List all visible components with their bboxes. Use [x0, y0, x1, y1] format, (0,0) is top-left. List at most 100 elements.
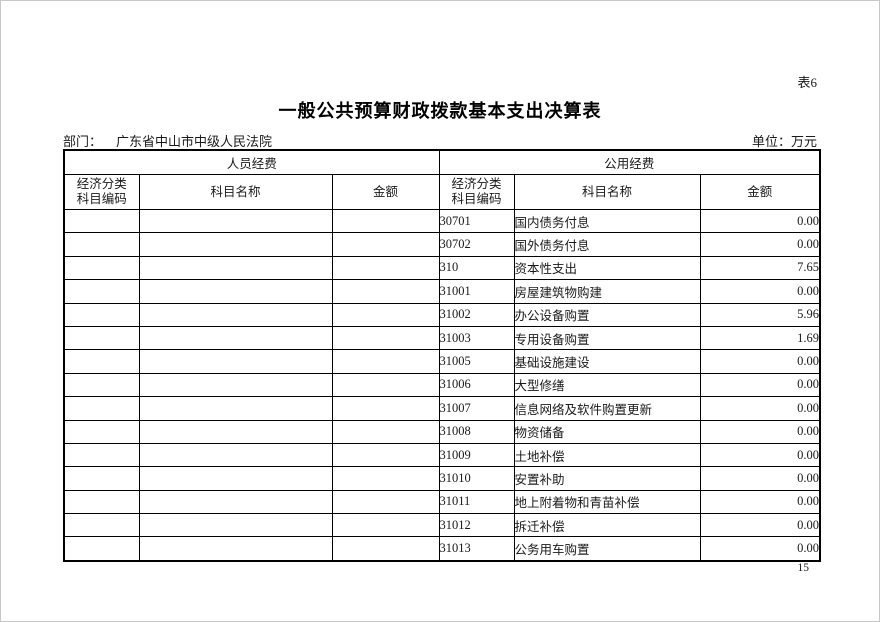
table-row: 31002 办公设备购置 5.96	[63, 302, 821, 327]
right-amount-cell: 0.00	[699, 396, 821, 421]
right-amount-cell: 0.00	[699, 279, 821, 304]
left-amount-cell	[331, 513, 440, 538]
column-header-row: 经济分类 科目编码 科目名称 金额 经济分类 科目编码 科目名称 金额	[63, 174, 821, 210]
right-code-cell: 31001	[438, 279, 515, 304]
right-amount-cell: 0.00	[699, 232, 821, 257]
col-header-right-amount: 金额	[699, 174, 821, 210]
left-name-cell	[138, 513, 333, 538]
left-name-cell	[138, 536, 333, 562]
col-header-right-code: 经济分类 科目编码	[438, 174, 515, 210]
right-code-cell: 31005	[438, 349, 515, 374]
right-code-cell: 31010	[438, 466, 515, 491]
left-amount-cell	[331, 419, 440, 444]
right-amount-cell: 1.69	[699, 325, 821, 351]
left-amount-cell	[331, 325, 440, 351]
table-row: 31012 拆迁补偿 0.00	[63, 513, 821, 538]
col-header-left-amount: 金额	[331, 174, 440, 210]
table-row: 31013 公务用车购置 0.00	[63, 536, 821, 562]
left-code-cell	[63, 255, 140, 281]
meta-row: 部门： 广东省中山市中级人民法院 单位：万元	[63, 131, 817, 150]
left-amount-cell	[331, 302, 440, 327]
left-name-cell	[138, 466, 333, 491]
right-code-cell: 30702	[438, 232, 515, 257]
right-code-cell: 30701	[438, 208, 515, 234]
table-row: 31011 地上附着物和青苗补偿 0.00	[63, 489, 821, 515]
right-name-cell: 安置补助	[513, 466, 701, 491]
left-amount-cell	[331, 232, 440, 257]
left-code-cell	[63, 325, 140, 351]
right-name-cell: 专用设备购置	[513, 325, 701, 351]
right-amount-cell: 5.96	[699, 302, 821, 327]
right-amount-cell: 0.00	[699, 419, 821, 444]
left-amount-cell	[331, 372, 440, 398]
department-label: 部门：	[63, 134, 103, 149]
unit-label: 单位：万元	[751, 134, 817, 149]
right-code-cell: 31002	[438, 302, 515, 327]
right-code-cell: 31007	[438, 396, 515, 421]
right-code-cell: 31011	[438, 489, 515, 515]
right-code-cell: 31012	[438, 513, 515, 538]
left-name-cell	[138, 325, 333, 351]
right-name-cell: 公务用车购置	[513, 536, 701, 562]
department-line: 部门： 广东省中山市中级人民法院	[63, 131, 272, 150]
col-header-left-name: 科目名称	[138, 174, 333, 210]
left-name-cell	[138, 255, 333, 281]
right-name-cell: 拆迁补偿	[513, 513, 701, 538]
table-row: 31007 信息网络及软件购置更新 0.00	[63, 396, 821, 421]
table-row: 31006 大型修缮 0.00	[63, 372, 821, 398]
left-amount-cell	[331, 466, 440, 491]
left-name-cell	[138, 232, 333, 257]
left-amount-cell	[331, 536, 440, 562]
left-code-cell	[63, 208, 140, 234]
left-amount-cell	[331, 396, 440, 421]
right-name-cell: 物资储备	[513, 419, 701, 444]
right-code-cell: 31009	[438, 442, 515, 468]
left-code-cell	[63, 466, 140, 491]
right-name-cell: 地上附着物和青苗补偿	[513, 489, 701, 515]
department-value: 广东省中山市中级人民法院	[116, 134, 273, 149]
left-code-cell	[63, 442, 140, 468]
left-name-cell	[138, 442, 333, 468]
right-amount-cell: 7.65	[699, 255, 821, 281]
right-name-cell: 国内债务付息	[513, 208, 701, 234]
right-amount-cell: 0.00	[699, 466, 821, 491]
group-header-public: 公用经费	[438, 149, 821, 175]
left-amount-cell	[331, 255, 440, 281]
right-code-cell: 31003	[438, 325, 515, 351]
table-row: 31001 房屋建筑物购建 0.00	[63, 279, 821, 304]
right-amount-cell: 0.00	[699, 349, 821, 374]
col-header-right-name: 科目名称	[513, 174, 701, 210]
left-code-cell	[63, 536, 140, 562]
left-code-cell	[63, 513, 140, 538]
table-row: 30702 国外债务付息 0.00	[63, 232, 821, 257]
group-header-personnel: 人员经费	[63, 149, 440, 175]
right-code-cell: 31013	[438, 536, 515, 562]
left-code-cell	[63, 372, 140, 398]
budget-table: 人员经费 公用经费 经济分类 科目编码 科目名称 金额 经济分类 科目编码 科目…	[63, 149, 821, 562]
right-name-cell: 大型修缮	[513, 372, 701, 398]
col-header-left-code: 经济分类 科目编码	[63, 174, 140, 210]
right-amount-cell: 0.00	[699, 513, 821, 538]
right-name-cell: 房屋建筑物购建	[513, 279, 701, 304]
left-code-cell	[63, 489, 140, 515]
left-code-cell	[63, 302, 140, 327]
right-name-cell: 国外债务付息	[513, 232, 701, 257]
right-amount-cell: 0.00	[699, 442, 821, 468]
left-name-cell	[138, 396, 333, 421]
table-row: 30701 国内债务付息 0.00	[63, 208, 821, 234]
left-name-cell	[138, 489, 333, 515]
left-amount-cell	[331, 208, 440, 234]
right-amount-cell: 0.00	[699, 372, 821, 398]
right-amount-cell: 0.00	[699, 489, 821, 515]
left-code-cell	[63, 232, 140, 257]
table-row: 31005 基础设施建设 0.00	[63, 349, 821, 374]
table-row: 31009 土地补偿 0.00	[63, 442, 821, 468]
left-name-cell	[138, 208, 333, 234]
left-name-cell	[138, 419, 333, 444]
right-name-cell: 基础设施建设	[513, 349, 701, 374]
left-code-cell	[63, 279, 140, 304]
table-row: 310 资本性支出 7.65	[63, 255, 821, 281]
left-code-cell	[63, 349, 140, 374]
left-amount-cell	[331, 279, 440, 304]
